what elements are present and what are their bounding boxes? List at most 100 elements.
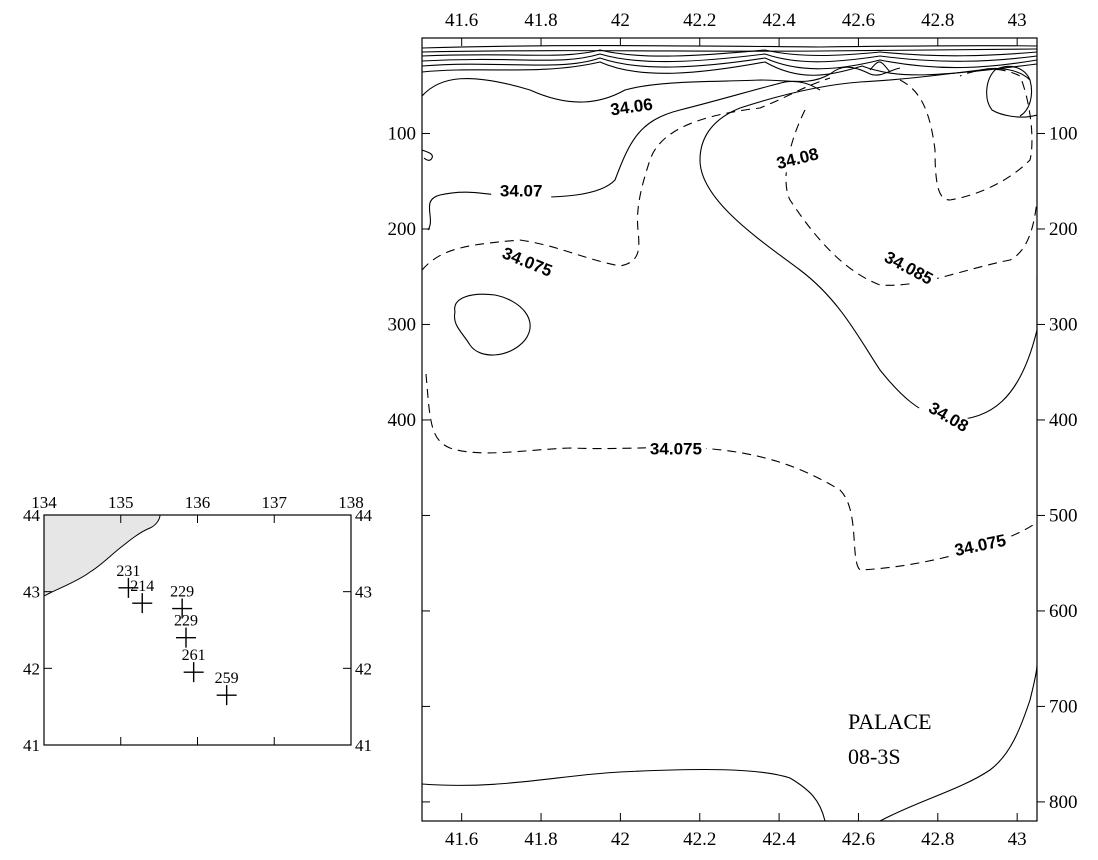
station-label: 229 — [174, 613, 198, 630]
section-ytick-label-left: 400 — [388, 410, 417, 431]
contour-label: 34.06 — [600, 94, 663, 122]
contour-label: 34.075 — [645, 439, 706, 460]
station-label: 214 — [130, 578, 154, 595]
contour-label-bg — [495, 242, 559, 284]
section-ytick-label-right: 700 — [1049, 696, 1078, 717]
surface-contour-3 — [422, 49, 1037, 57]
station-label: 259 — [215, 670, 239, 687]
station-label: 229 — [170, 584, 194, 601]
contour-label-bg — [917, 394, 979, 442]
section-xtick-label-top: 42.8 — [921, 10, 954, 31]
map-ytick-label-right: 42 — [355, 659, 372, 678]
section-ytick-label-right: 200 — [1049, 219, 1078, 240]
map-ytick-label-left: 41 — [23, 736, 40, 755]
contour-label-text: 34.075 — [500, 244, 555, 281]
contour-34-07-island — [453, 293, 531, 356]
contour-34-07 — [427, 80, 821, 231]
surface-contour-6 — [422, 61, 1037, 76]
section-ytick-label-right: 100 — [1049, 123, 1078, 144]
surface-contour-2 — [422, 48, 1037, 53]
section-ytick-label-right: 800 — [1049, 792, 1078, 813]
section-plot: 41.6 41.6 41.8 41.8 42 42 42.2 42.2 42.4 42.4 42.6… — [388, 10, 1078, 850]
map-tick-labels: 134 135 136 137 138 41 41 42 42 43 43 44 44 — [23, 493, 373, 755]
map-ytick-label-left: 42 — [23, 659, 40, 678]
contour-label-bg — [877, 246, 940, 292]
station-marker — [132, 593, 153, 614]
surface-contour-1 — [422, 45, 1037, 49]
contour-label-text: 34.08 — [925, 398, 971, 436]
station-label: 231 — [116, 563, 140, 580]
contour-label: 34.08 — [766, 143, 830, 177]
section-ytick-label-left: 100 — [388, 123, 417, 144]
contour-label-bg — [600, 94, 663, 122]
section-xtick-label-bottom: 43 — [1008, 829, 1027, 850]
section-tick-labels: 41.6 41.6 41.8 41.8 42 42 42.2 42.2 42.4 42.4 42.6… — [388, 10, 1078, 850]
section-xtick-label-bottom: 42.4 — [762, 829, 796, 850]
section-xtick-label-top: 42.6 — [842, 10, 875, 31]
section-ytick-label-right: 400 — [1049, 410, 1078, 431]
section-ytick-label-left: 200 — [388, 219, 417, 240]
map-ticks — [43, 514, 352, 746]
section-xtick-label-bottom: 41.8 — [524, 829, 557, 850]
contour-34-08 — [699, 61, 1037, 421]
station-marker — [183, 662, 204, 683]
section-xtick-label-top: 42.2 — [683, 10, 716, 31]
map-ytick-label-left: 44 — [23, 506, 41, 525]
section-ticks — [422, 38, 1045, 821]
contour-34-075-upper — [422, 77, 831, 271]
contour-label: 34.08 — [917, 394, 979, 442]
station-marker — [118, 577, 139, 598]
contour-label-text: 34.07 — [500, 182, 543, 201]
map-ytick-label-right: 41 — [355, 736, 372, 755]
contour-label-text: 34.075 — [650, 439, 702, 458]
station-marker — [216, 685, 237, 706]
contour-label-bg — [491, 182, 552, 202]
map-xtick-label: 136 — [185, 493, 211, 512]
section-xtick-label-top: 42 — [611, 10, 630, 31]
contour-label: 34.075 — [949, 530, 1012, 562]
section-ytick-label-right: 300 — [1049, 314, 1078, 335]
map-xtick-label: 134 — [31, 493, 57, 512]
surface-contour-4 — [422, 53, 1037, 63]
section-xtick-label-bottom: 42.8 — [921, 829, 954, 850]
map-ytick-label-right: 44 — [355, 506, 373, 525]
contour-label: 34.07 — [491, 182, 552, 202]
section-xtick-label-bottom: 41.6 — [445, 829, 478, 850]
section-xtick-label-top: 43 — [1008, 10, 1027, 31]
section-xtick-label-top: 41.6 — [445, 10, 478, 31]
contour-label-bg — [766, 143, 830, 177]
section-ytick-label-right: 500 — [1049, 505, 1078, 526]
contour-label-bg — [949, 530, 1012, 562]
contour-label-text: 34.085 — [881, 247, 936, 288]
contour-34-06 — [422, 66, 901, 103]
contour-label: 34.075 — [495, 242, 559, 284]
section-ytick-label-right: 600 — [1049, 601, 1078, 622]
contour-lines — [422, 45, 1037, 821]
section-xtick-label-bottom: 42 — [611, 829, 630, 850]
contour-bottom — [422, 664, 1037, 821]
contour-label-bg — [645, 440, 706, 460]
map-xtick-label: 135 — [108, 493, 134, 512]
contour-labels: 34.06 34.08 34.07 34.075 34.085 34.08 34.075 34… — [491, 94, 1012, 562]
section-ytick-label-left: 300 — [388, 314, 417, 335]
contour-34-07-left — [422, 149, 433, 161]
section-xtick-label-bottom: 42.6 — [842, 829, 875, 850]
coastline-land — [44, 515, 161, 597]
map-ytick-label-left: 43 — [23, 583, 40, 602]
map-xtick-label: 138 — [338, 493, 364, 512]
surface-contour-5 — [422, 57, 1037, 70]
section-xtick-label-top: 41.8 — [524, 10, 557, 31]
station-marker — [172, 598, 193, 619]
contour-34-085 — [785, 68, 1037, 286]
cruise-label: PALACE — [848, 709, 932, 734]
station-marker — [175, 627, 196, 648]
section-xtick-label-top: 42.4 — [762, 10, 796, 31]
map-ytick-label-right: 43 — [355, 583, 372, 602]
map-xtick-label: 137 — [262, 493, 288, 512]
section-frame — [421, 37, 1038, 822]
section-xtick-label-bottom: 42.2 — [683, 829, 716, 850]
station-label: 261 — [182, 647, 206, 664]
